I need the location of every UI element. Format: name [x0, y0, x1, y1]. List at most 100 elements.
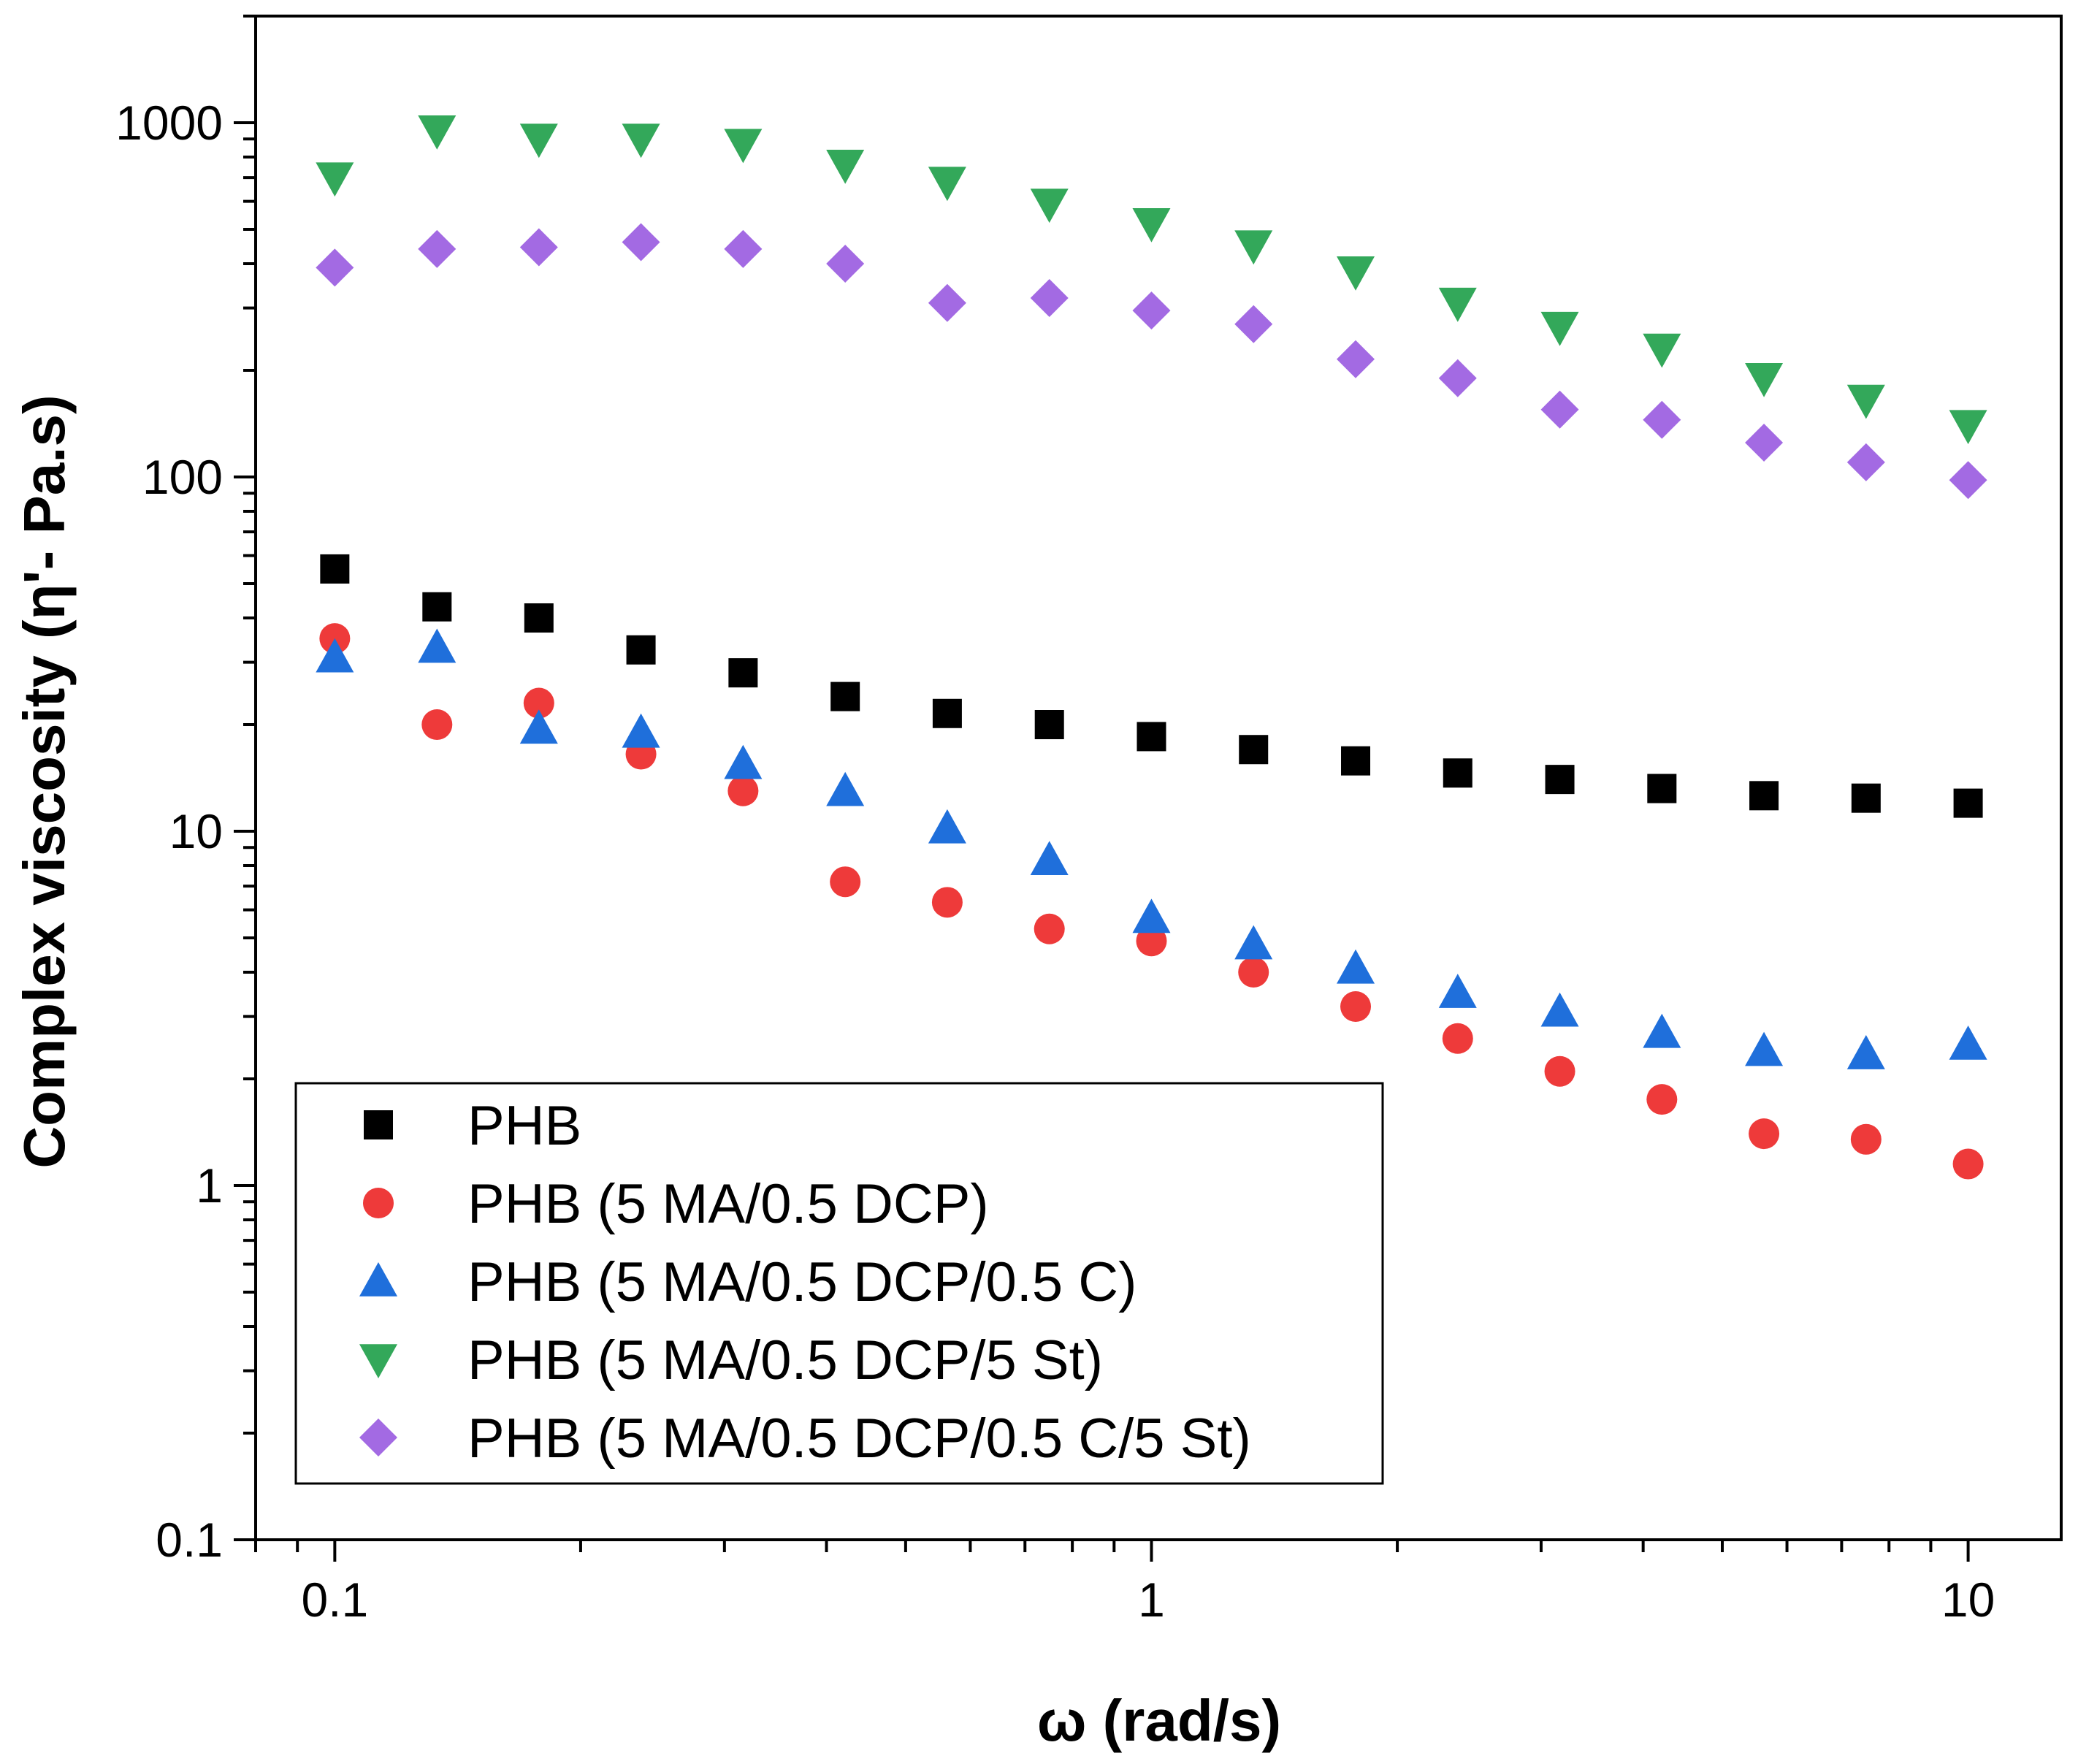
- data-point: [1438, 287, 1477, 322]
- data-point: [1137, 722, 1166, 752]
- data-point: [932, 698, 962, 728]
- plot-frame: [254, 15, 2063, 1541]
- data-point: [1234, 305, 1273, 343]
- data-point: [519, 123, 558, 159]
- legend-entry: PHB (5 MA/0.5 DCP/0.5 C/5 St): [359, 1408, 1251, 1470]
- y-axis: 0.1 1 10 100 1000: [115, 15, 256, 1567]
- data-point: [1341, 746, 1371, 776]
- data-point: [1952, 1148, 1984, 1180]
- data-point: [830, 681, 860, 711]
- data-point: [826, 150, 865, 184]
- legend-label: PHB (5 MA/0.5 DCP/5 St): [467, 1329, 1103, 1391]
- data-point: [724, 744, 763, 779]
- data-point: [622, 223, 660, 261]
- data-point: [1136, 925, 1167, 957]
- data-point: [1745, 1031, 1784, 1066]
- y-tick-label: 10: [169, 804, 223, 858]
- data-point: [1438, 974, 1477, 1008]
- data-point: [626, 635, 656, 665]
- plot-area: [254, 15, 2063, 1541]
- data-point: [1337, 256, 1375, 291]
- data-point: [1438, 359, 1477, 397]
- legend-label: PHB: [467, 1095, 581, 1157]
- data-point: [830, 866, 861, 898]
- series-4: [316, 115, 1987, 445]
- data-point: [1540, 311, 1579, 346]
- data-point: [316, 248, 354, 287]
- data-point: [1745, 423, 1784, 462]
- data-point: [320, 554, 350, 584]
- data-point: [316, 638, 354, 673]
- legend-marker: [364, 1110, 393, 1139]
- data-point: [1745, 363, 1784, 397]
- data-point: [421, 709, 453, 741]
- data-point: [519, 228, 558, 267]
- data-point: [1949, 1025, 1987, 1060]
- x-tick-label: 10: [1941, 1573, 1995, 1627]
- legend-entry: PHB (5 MA/0.5 DCP/5 St): [359, 1329, 1103, 1391]
- data-point: [1850, 1123, 1882, 1155]
- legend-entry: PHB: [364, 1095, 581, 1157]
- data-point: [1949, 461, 1987, 500]
- data-series: [316, 115, 1987, 1180]
- x-tick-label: 1: [1138, 1573, 1165, 1627]
- data-point: [1132, 207, 1171, 243]
- data-point: [418, 628, 457, 663]
- legend-marker: [359, 1262, 397, 1297]
- data-point: [1234, 925, 1273, 960]
- data-point: [1846, 384, 1885, 419]
- data-point: [1034, 710, 1064, 740]
- data-point: [1540, 992, 1579, 1027]
- data-point: [1030, 279, 1069, 318]
- legend-marker: [359, 1344, 397, 1378]
- legend-box: [294, 1082, 1384, 1485]
- data-point: [724, 129, 763, 164]
- legend-label: PHB (5 MA/0.5 DCP/0.5 C/5 St): [467, 1408, 1251, 1470]
- data-point: [418, 115, 457, 150]
- legend-marker: [359, 1419, 397, 1456]
- data-point: [1442, 1023, 1473, 1054]
- legend-label: PHB (5 MA/0.5 DCP/0.5 C): [467, 1251, 1137, 1313]
- data-point: [316, 162, 354, 197]
- data-point: [418, 229, 457, 268]
- data-point: [1643, 1013, 1681, 1048]
- data-point: [928, 809, 966, 844]
- series-5: [316, 223, 1987, 500]
- data-point: [1337, 949, 1375, 984]
- data-point: [524, 603, 554, 633]
- x-axis: 0.1 1 10: [254, 1540, 1995, 1627]
- data-point: [928, 167, 966, 202]
- data-point: [728, 658, 758, 688]
- data-point: [1851, 783, 1881, 813]
- data-point: [422, 592, 452, 622]
- x-axis-title: ω (rad/s): [1037, 1688, 1281, 1753]
- data-point: [1540, 390, 1579, 429]
- data-point: [622, 713, 660, 748]
- data-point: [727, 775, 759, 806]
- legend: PHB PHB (5 MA/0.5 DCP) PHB (5 MA/0.5 DCP/0…: [294, 1082, 1384, 1485]
- data-point: [1749, 781, 1779, 811]
- data-point: [1643, 400, 1681, 439]
- data-point: [1647, 774, 1677, 803]
- data-point: [1646, 1084, 1678, 1115]
- data-point: [1545, 765, 1575, 795]
- series-3: [316, 628, 1987, 1069]
- data-point: [724, 229, 763, 268]
- data-point: [1030, 188, 1069, 224]
- legend-entry: PHB (5 MA/0.5 DCP): [363, 1173, 989, 1235]
- data-point: [523, 687, 554, 719]
- y-tick-label: 0.1: [156, 1513, 223, 1567]
- y-tick-label: 100: [142, 450, 223, 504]
- x-tick-label: 0.1: [301, 1573, 368, 1627]
- data-point: [1337, 340, 1375, 378]
- data-point: [1643, 333, 1681, 368]
- data-point: [826, 245, 865, 283]
- data-point: [928, 283, 966, 322]
- data-point: [1949, 410, 1987, 445]
- data-point: [1239, 735, 1269, 765]
- y-axis-title: Complex viscosity (η'- Pa.s): [12, 394, 77, 1168]
- data-point: [1132, 291, 1171, 330]
- data-point: [1132, 898, 1171, 933]
- data-point: [1234, 230, 1273, 265]
